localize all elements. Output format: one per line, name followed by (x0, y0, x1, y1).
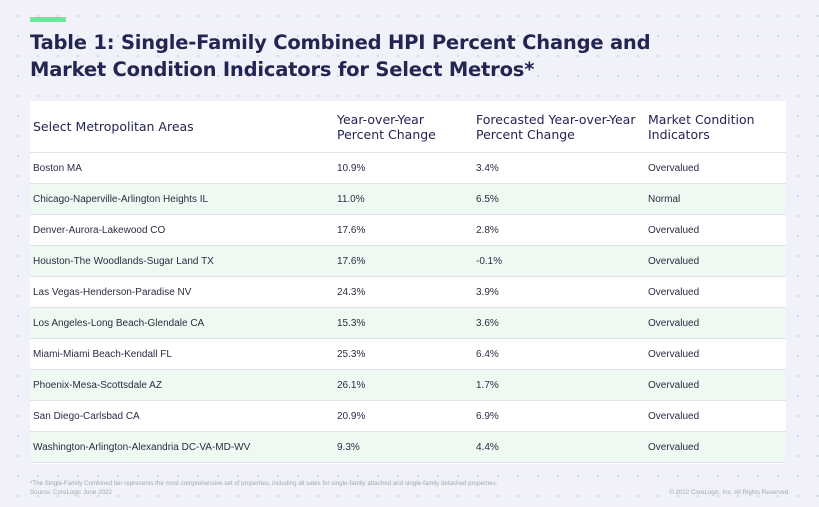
cell-forecast-change: -0.1% (473, 245, 645, 277)
header-metro: Select Metropolitan Areas (30, 101, 334, 153)
cell-yoy-change: 20.9% (334, 400, 473, 432)
cell-yoy-change: 17.6% (334, 245, 473, 277)
header-yoy-change: Year-over-Year Percent Change (334, 101, 473, 153)
cell-forecast-change: 6.9% (473, 400, 645, 432)
table-row: Boston MA 10.9% 3.4% Overvalued (30, 152, 786, 184)
cell-metro: San Diego-Carlsbad CA (30, 400, 334, 432)
table-row: Miami-Miami Beach-Kendall FL 25.3% 6.4% Ove… (30, 338, 786, 370)
title-accent-bar (30, 17, 66, 22)
cell-yoy-change: 26.1% (334, 369, 473, 401)
header-forecast-change: Forecasted Year-over-Year Percent Change (473, 101, 645, 153)
cell-yoy-change: 25.3% (334, 338, 473, 370)
cell-forecast-change: 3.4% (473, 152, 645, 184)
cell-market-condition: Normal (645, 183, 786, 215)
cell-market-condition: Overvalued (645, 369, 786, 401)
table-row: Denver-Aurora-Lakewood CO 17.6% 2.8% Overva… (30, 214, 786, 246)
cell-yoy-change: 10.9% (334, 152, 473, 184)
page-title: Table 1: Single-Family Combined HPI Perc… (30, 31, 651, 81)
table-row: Houston-The Woodlands-Sugar Land TX 17.6%… (30, 245, 786, 277)
cell-yoy-change: 24.3% (334, 276, 473, 308)
cell-market-condition: Overvalued (645, 152, 786, 184)
cell-metro: Phoenix-Mesa-Scottsdale AZ (30, 369, 334, 401)
table-row: Las Vegas-Henderson-Paradise NV 24.3% 3.9%… (30, 276, 786, 308)
cell-forecast-change: 6.4% (473, 338, 645, 370)
cell-yoy-change: 9.3% (334, 431, 473, 463)
cell-metro: Denver-Aurora-Lakewood CO (30, 214, 334, 246)
cell-market-condition: Overvalued (645, 400, 786, 432)
cell-yoy-change: 15.3% (334, 307, 473, 339)
cell-metro: Chicago-Naperville-Arlington Heights IL (30, 183, 334, 215)
cell-market-condition: Overvalued (645, 307, 786, 339)
cell-forecast-change: 6.5% (473, 183, 645, 215)
cell-market-condition: Overvalued (645, 214, 786, 246)
cell-metro: Houston-The Woodlands-Sugar Land TX (30, 245, 334, 277)
cell-forecast-change: 2.8% (473, 214, 645, 246)
table-row: Washington-Arlington-Alexandria DC-VA-MD… (30, 431, 786, 463)
cell-market-condition: Overvalued (645, 245, 786, 277)
header-market-condition: Market Condition Indicators (645, 101, 786, 153)
cell-market-condition: Overvalued (645, 276, 786, 308)
cell-market-condition: Overvalued (645, 338, 786, 370)
table-body: Boston MA 10.9% 3.4% Overvalued Chicago-Nape… (30, 152, 786, 463)
cell-forecast-change: 3.6% (473, 307, 645, 339)
table-row: Phoenix-Mesa-Scottsdale AZ 26.1% 1.7% Overv… (30, 369, 786, 401)
cell-yoy-change: 11.0% (334, 183, 473, 215)
cell-market-condition: Overvalued (645, 431, 786, 463)
cell-metro: Miami-Miami Beach-Kendall FL (30, 338, 334, 370)
cell-metro: Washington-Arlington-Alexandria DC-VA-MD… (30, 431, 334, 463)
footnote: *The Single-Family Combined tier represe… (30, 480, 497, 497)
table-header-row: Select Metropolitan Areas Year-over-Year… (30, 101, 786, 153)
hpi-table: Select Metropolitan Areas Year-over-Year… (30, 101, 786, 463)
cell-forecast-change: 1.7% (473, 369, 645, 401)
footnote-source: Source: CoreLogic June 2022 (30, 488, 112, 496)
cell-yoy-change: 17.6% (334, 214, 473, 246)
table-row: Chicago-Naperville-Arlington Heights IL 1… (30, 183, 786, 215)
cell-metro: Las Vegas-Henderson-Paradise NV (30, 276, 334, 308)
cell-forecast-change: 3.9% (473, 276, 645, 308)
cell-forecast-change: 4.4% (473, 431, 645, 463)
cell-metro: Boston MA (30, 152, 334, 184)
table-row: San Diego-Carlsbad CA 20.9% 6.9% Overvalued (30, 400, 786, 432)
footnote-note: *The Single-Family Combined tier represe… (30, 480, 498, 487)
copyright-text: © 2022 CoreLogic, Inc. All Rights Reserv… (669, 489, 790, 496)
table-row: Los Angeles-Long Beach-Glendale CA 15.3% 3… (30, 307, 786, 339)
cell-metro: Los Angeles-Long Beach-Glendale CA (30, 307, 334, 339)
data-table-card: Select Metropolitan Areas Year-over-Year… (30, 101, 786, 464)
